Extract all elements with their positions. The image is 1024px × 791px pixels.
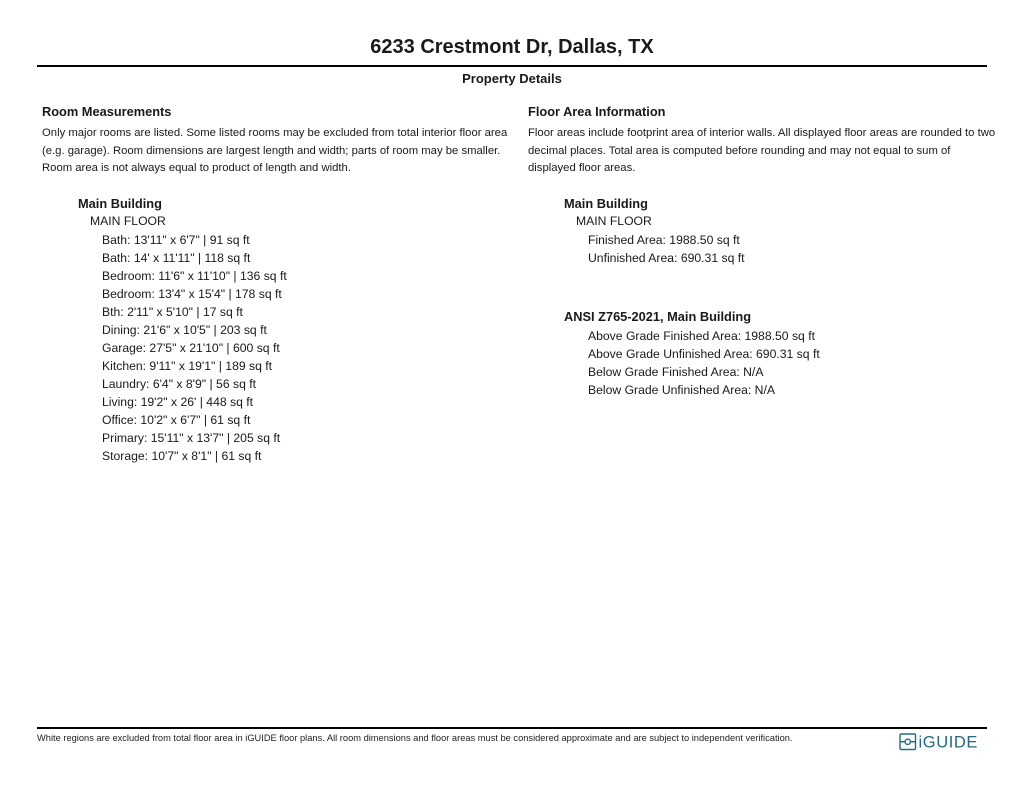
svg-text:iGUIDE: iGUIDE bbox=[919, 733, 979, 751]
